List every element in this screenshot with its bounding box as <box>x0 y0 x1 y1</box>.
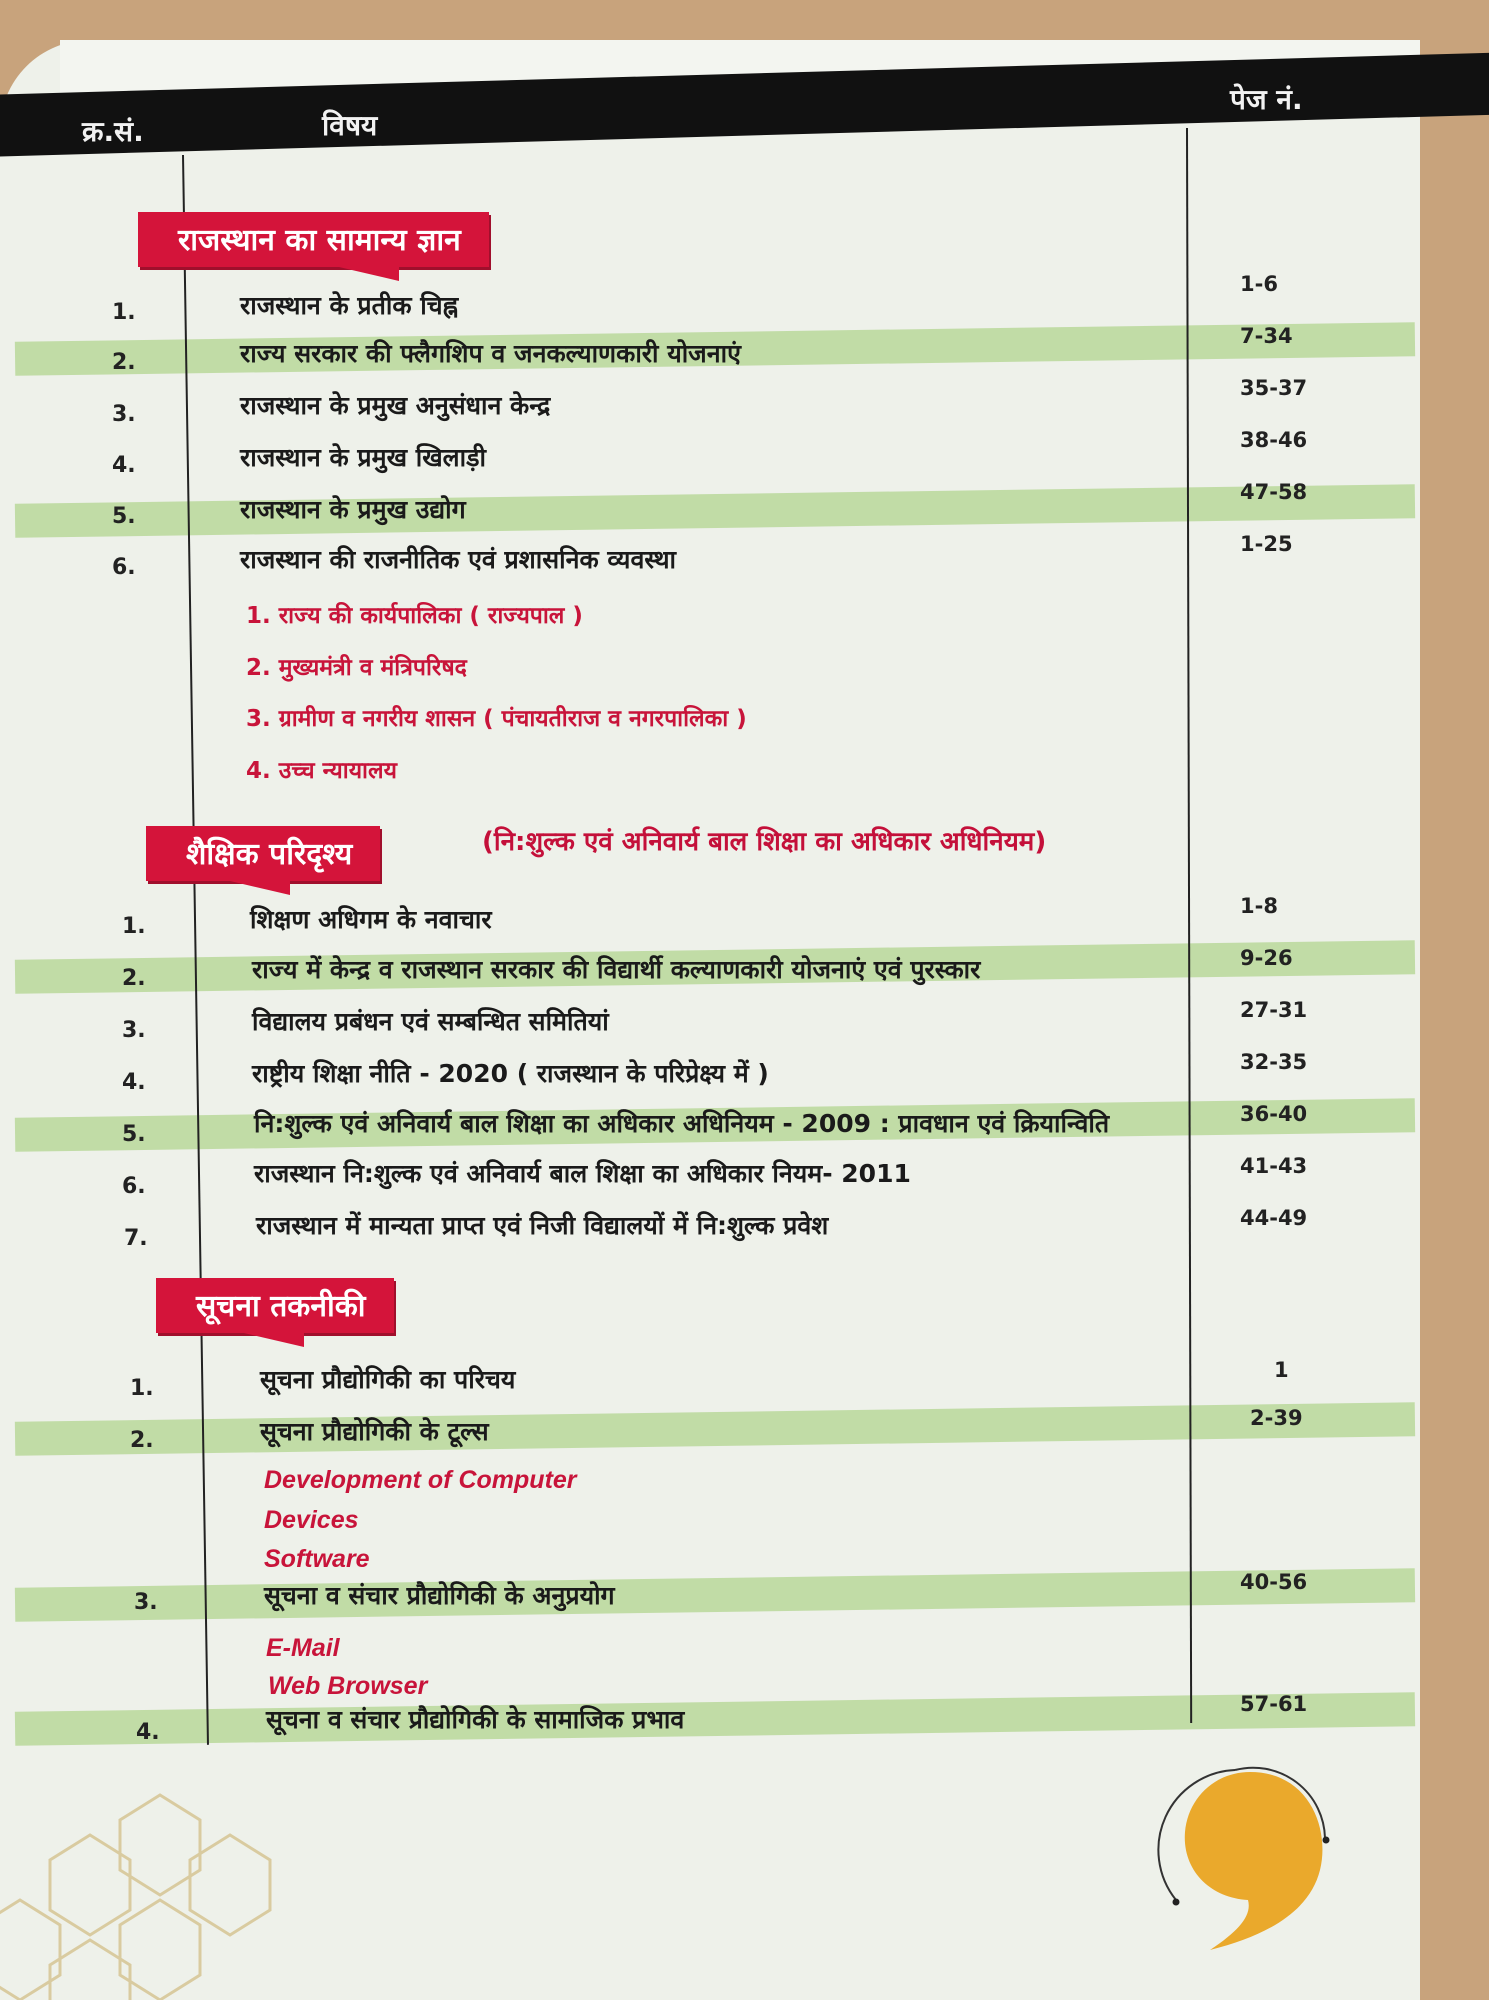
section-banner: शैक्षिक परिदृश्य <box>146 826 381 895</box>
row-number: 3. <box>134 1590 158 1615</box>
row-pages: 41-43 <box>1240 1154 1308 1178</box>
section-banner: सूचना तकनीकी <box>156 1278 394 1347</box>
row-number: 2. <box>122 966 146 991</box>
sub-item: Web Browser <box>268 1672 428 1700</box>
row-number: 3. <box>122 1018 146 1043</box>
row-title: राजस्थान की राजनीतिक एवं प्रशासनिक व्यवस… <box>240 545 677 574</box>
row-title: राज्य सरकार की फ्लैगशिप व जनकल्याणकारी य… <box>240 339 741 368</box>
row-pages: 32-35 <box>1240 1050 1308 1074</box>
row-pages: 57-61 <box>1240 1692 1308 1716</box>
row-number: 2. <box>130 1428 154 1453</box>
row-title: सूचना प्रौद्योगिकी के टूल्स <box>260 1417 489 1446</box>
row-pages: 47-58 <box>1240 480 1308 504</box>
row-title: राष्ट्रीय शिक्षा नीति - 2020 ( राजस्थान … <box>252 1059 769 1088</box>
section-subtitle: (नि:शुल्क एवं अनिवार्य बाल शिक्षा का अधि… <box>482 827 1047 857</box>
sub-item: Software <box>264 1545 370 1573</box>
row-number: 3. <box>112 402 136 427</box>
row-title: नि:शुल्क एवं अनिवार्य बाल शिक्षा का अधिक… <box>254 1109 1110 1138</box>
row-title: सूचना प्रौद्योगिकी का परिचय <box>260 1365 516 1394</box>
row-number: 4. <box>112 453 136 478</box>
row-number: 1. <box>130 1376 154 1401</box>
row-pages: 36-40 <box>1240 1102 1308 1126</box>
row-title: राजस्थान नि:शुल्क एवं अनिवार्य बाल शिक्ष… <box>254 1159 911 1188</box>
row-title: राजस्थान के प्रमुख खिलाड़ी <box>240 443 486 472</box>
section-banner: राजस्थान का सामान्य ज्ञान <box>138 212 489 281</box>
row-title: राज्य में केन्द्र व राजस्थान सरकार की वि… <box>252 955 981 984</box>
row-title: राजस्थान के प्रतीक चिह्न <box>240 291 459 320</box>
row-pages: 1-6 <box>1240 272 1278 296</box>
row-number: 4. <box>136 1720 160 1745</box>
orange-speech-mark-decoration <box>1157 1766 1330 1950</box>
row-title: सूचना व संचार प्रौद्योगिकी के अनुप्रयोग <box>264 1581 615 1610</box>
sub-item: 3. ग्रामीण व नगरीय शासन ( पंचायतीराज व न… <box>246 706 747 732</box>
row-pages: 40-56 <box>1240 1570 1308 1594</box>
sub-item: Development of Computer <box>264 1466 577 1494</box>
row-number: 6. <box>122 1174 146 1199</box>
sub-item: 2. मुख्यमंत्री व मंत्रिपरिषद <box>246 655 467 681</box>
row-title: सूचना व संचार प्रौद्योगिकी के सामाजिक प्… <box>266 1705 685 1734</box>
sub-item: 4. उच्च न्यायालय <box>246 758 397 784</box>
row-number: 5. <box>122 1122 146 1147</box>
header-sno: क्र.सं. <box>82 115 144 148</box>
row-pages: 27-31 <box>1240 998 1308 1022</box>
row-title: शिक्षण अधिगम के नवाचार <box>250 905 492 934</box>
row-pages: 38-46 <box>1240 428 1308 452</box>
row-pages: 44-49 <box>1240 1206 1308 1230</box>
row-number: 4. <box>122 1070 146 1095</box>
hexagon-pattern-decoration <box>0 1793 272 2000</box>
row-title: विद्यालय प्रबंधन एवं सम्बन्धित समितियां <box>252 1007 609 1036</box>
row-pages: 1-8 <box>1240 894 1278 918</box>
header-subject: विषय <box>322 109 378 142</box>
sub-item: Devices <box>264 1506 359 1534</box>
row-title: राजस्थान के प्रमुख अनुसंधान केन्द्र <box>240 391 551 420</box>
row-number: 2. <box>112 350 136 375</box>
row-number: 5. <box>112 504 136 529</box>
sub-item: 1. राज्य की कार्यपालिका ( राज्यपाल ) <box>246 603 583 629</box>
row-pages: 1-25 <box>1240 532 1293 556</box>
header-page-no: पेज नं. <box>1230 83 1303 116</box>
sub-item: E-Mail <box>266 1634 340 1662</box>
row-pages: 7-34 <box>1240 324 1293 348</box>
row-title: राजस्थान में मान्यता प्राप्त एवं निजी वि… <box>256 1211 829 1240</box>
row-number: 1. <box>112 300 136 325</box>
row-number: 6. <box>112 555 136 580</box>
row-pages: 35-37 <box>1240 376 1308 400</box>
row-pages: 1 <box>1274 1358 1289 1382</box>
row-number: 1. <box>122 914 146 939</box>
row-title: राजस्थान के प्रमुख उद्योग <box>240 495 466 524</box>
row-pages: 2-39 <box>1250 1406 1303 1430</box>
row-number: 7. <box>124 1226 148 1251</box>
row-pages: 9-26 <box>1240 946 1293 970</box>
